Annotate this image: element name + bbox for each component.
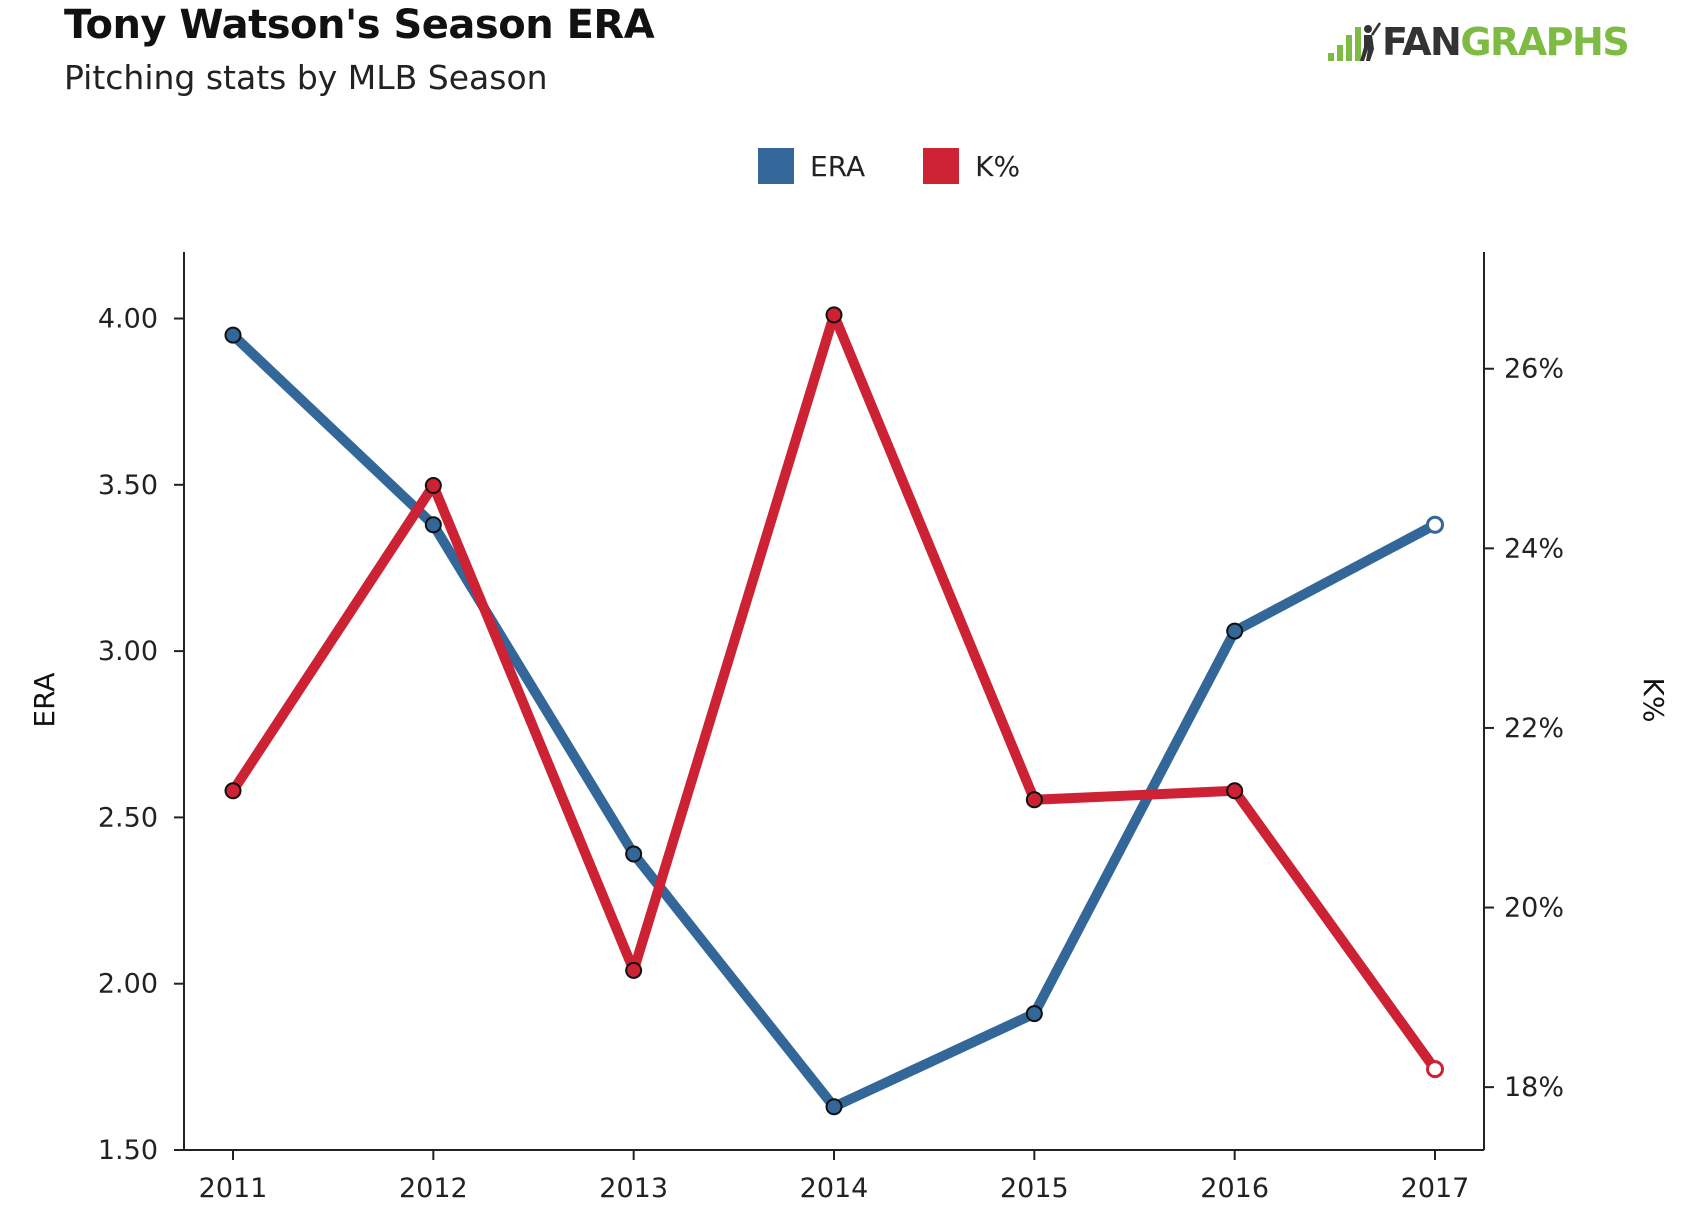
left-axis-title: ERA: [28, 672, 61, 727]
era-point: [424, 516, 442, 534]
kpct-point: [224, 782, 242, 800]
right-tick-label: 22%: [1504, 713, 1564, 744]
series-layer: [224, 306, 1444, 1116]
left-tick-label: 4.00: [98, 304, 158, 335]
right-tick-label: 26%: [1504, 354, 1564, 385]
x-tick-label: 2011: [199, 1173, 268, 1204]
legend-label-kpct: K%: [975, 149, 1021, 183]
kpct-series-line: [228, 309, 1440, 1075]
logo-text-graphs: GRAPHS: [1460, 20, 1629, 64]
kpct-point: [825, 306, 843, 324]
x-tick-label: 2013: [599, 1173, 668, 1204]
era-series-line: [228, 330, 1440, 1112]
left-tick-label: 3.00: [98, 636, 158, 667]
chart-legend: ERA K%: [758, 148, 1078, 184]
right-tick-label: 18%: [1504, 1072, 1564, 1103]
right-axis-title: K%: [1637, 678, 1670, 723]
x-tick-label: 2015: [1000, 1173, 1069, 1204]
x-tick-label: 2012: [399, 1173, 468, 1204]
x-tick-label: 2016: [1200, 1173, 1269, 1204]
right-tick-label: 24%: [1504, 533, 1564, 564]
right-tick-label: 20%: [1504, 893, 1564, 924]
era-point: [1025, 1005, 1043, 1023]
legend-swatch-era: [758, 148, 794, 184]
era-point: [1226, 622, 1244, 640]
logo-text-fan: FAN: [1382, 20, 1462, 64]
era-point: [224, 326, 242, 344]
legend-item-kpct[interactable]: K%: [923, 148, 1020, 184]
kpct-point: [1226, 782, 1244, 800]
left-tick-label: 1.50: [98, 1135, 158, 1166]
kpct-point: [625, 961, 643, 979]
left-tick-label: 2.00: [98, 969, 158, 1000]
legend-label-era: ERA: [810, 149, 866, 183]
axes-layer: 1.50 2.00 2.50 3.00 3.50 4.00 18% 20% 22% 24% 26% 2…: [98, 252, 1564, 1204]
batter-silhouette-icon: [1328, 22, 1382, 61]
x-tick-label: 2014: [800, 1173, 869, 1204]
kpct-point: [424, 476, 442, 494]
left-tick-label: 3.50: [98, 470, 158, 501]
era-point: [625, 845, 643, 863]
x-tick-label: 2017: [1401, 1173, 1470, 1204]
era-point: [825, 1098, 843, 1116]
era-point: [1426, 515, 1444, 534]
chart-subtitle: Pitching stats by MLB Season: [64, 58, 548, 97]
chart-title: Tony Watson's Season ERA: [64, 2, 655, 48]
kpct-point: [1426, 1060, 1444, 1079]
kpct-point: [1025, 791, 1043, 809]
fangraphs-logo[interactable]: FAN GRAPHS: [1328, 20, 1630, 64]
legend-swatch-kpct: [923, 148, 960, 184]
left-tick-label: 2.50: [98, 802, 158, 833]
legend-item-era[interactable]: ERA: [758, 148, 865, 184]
